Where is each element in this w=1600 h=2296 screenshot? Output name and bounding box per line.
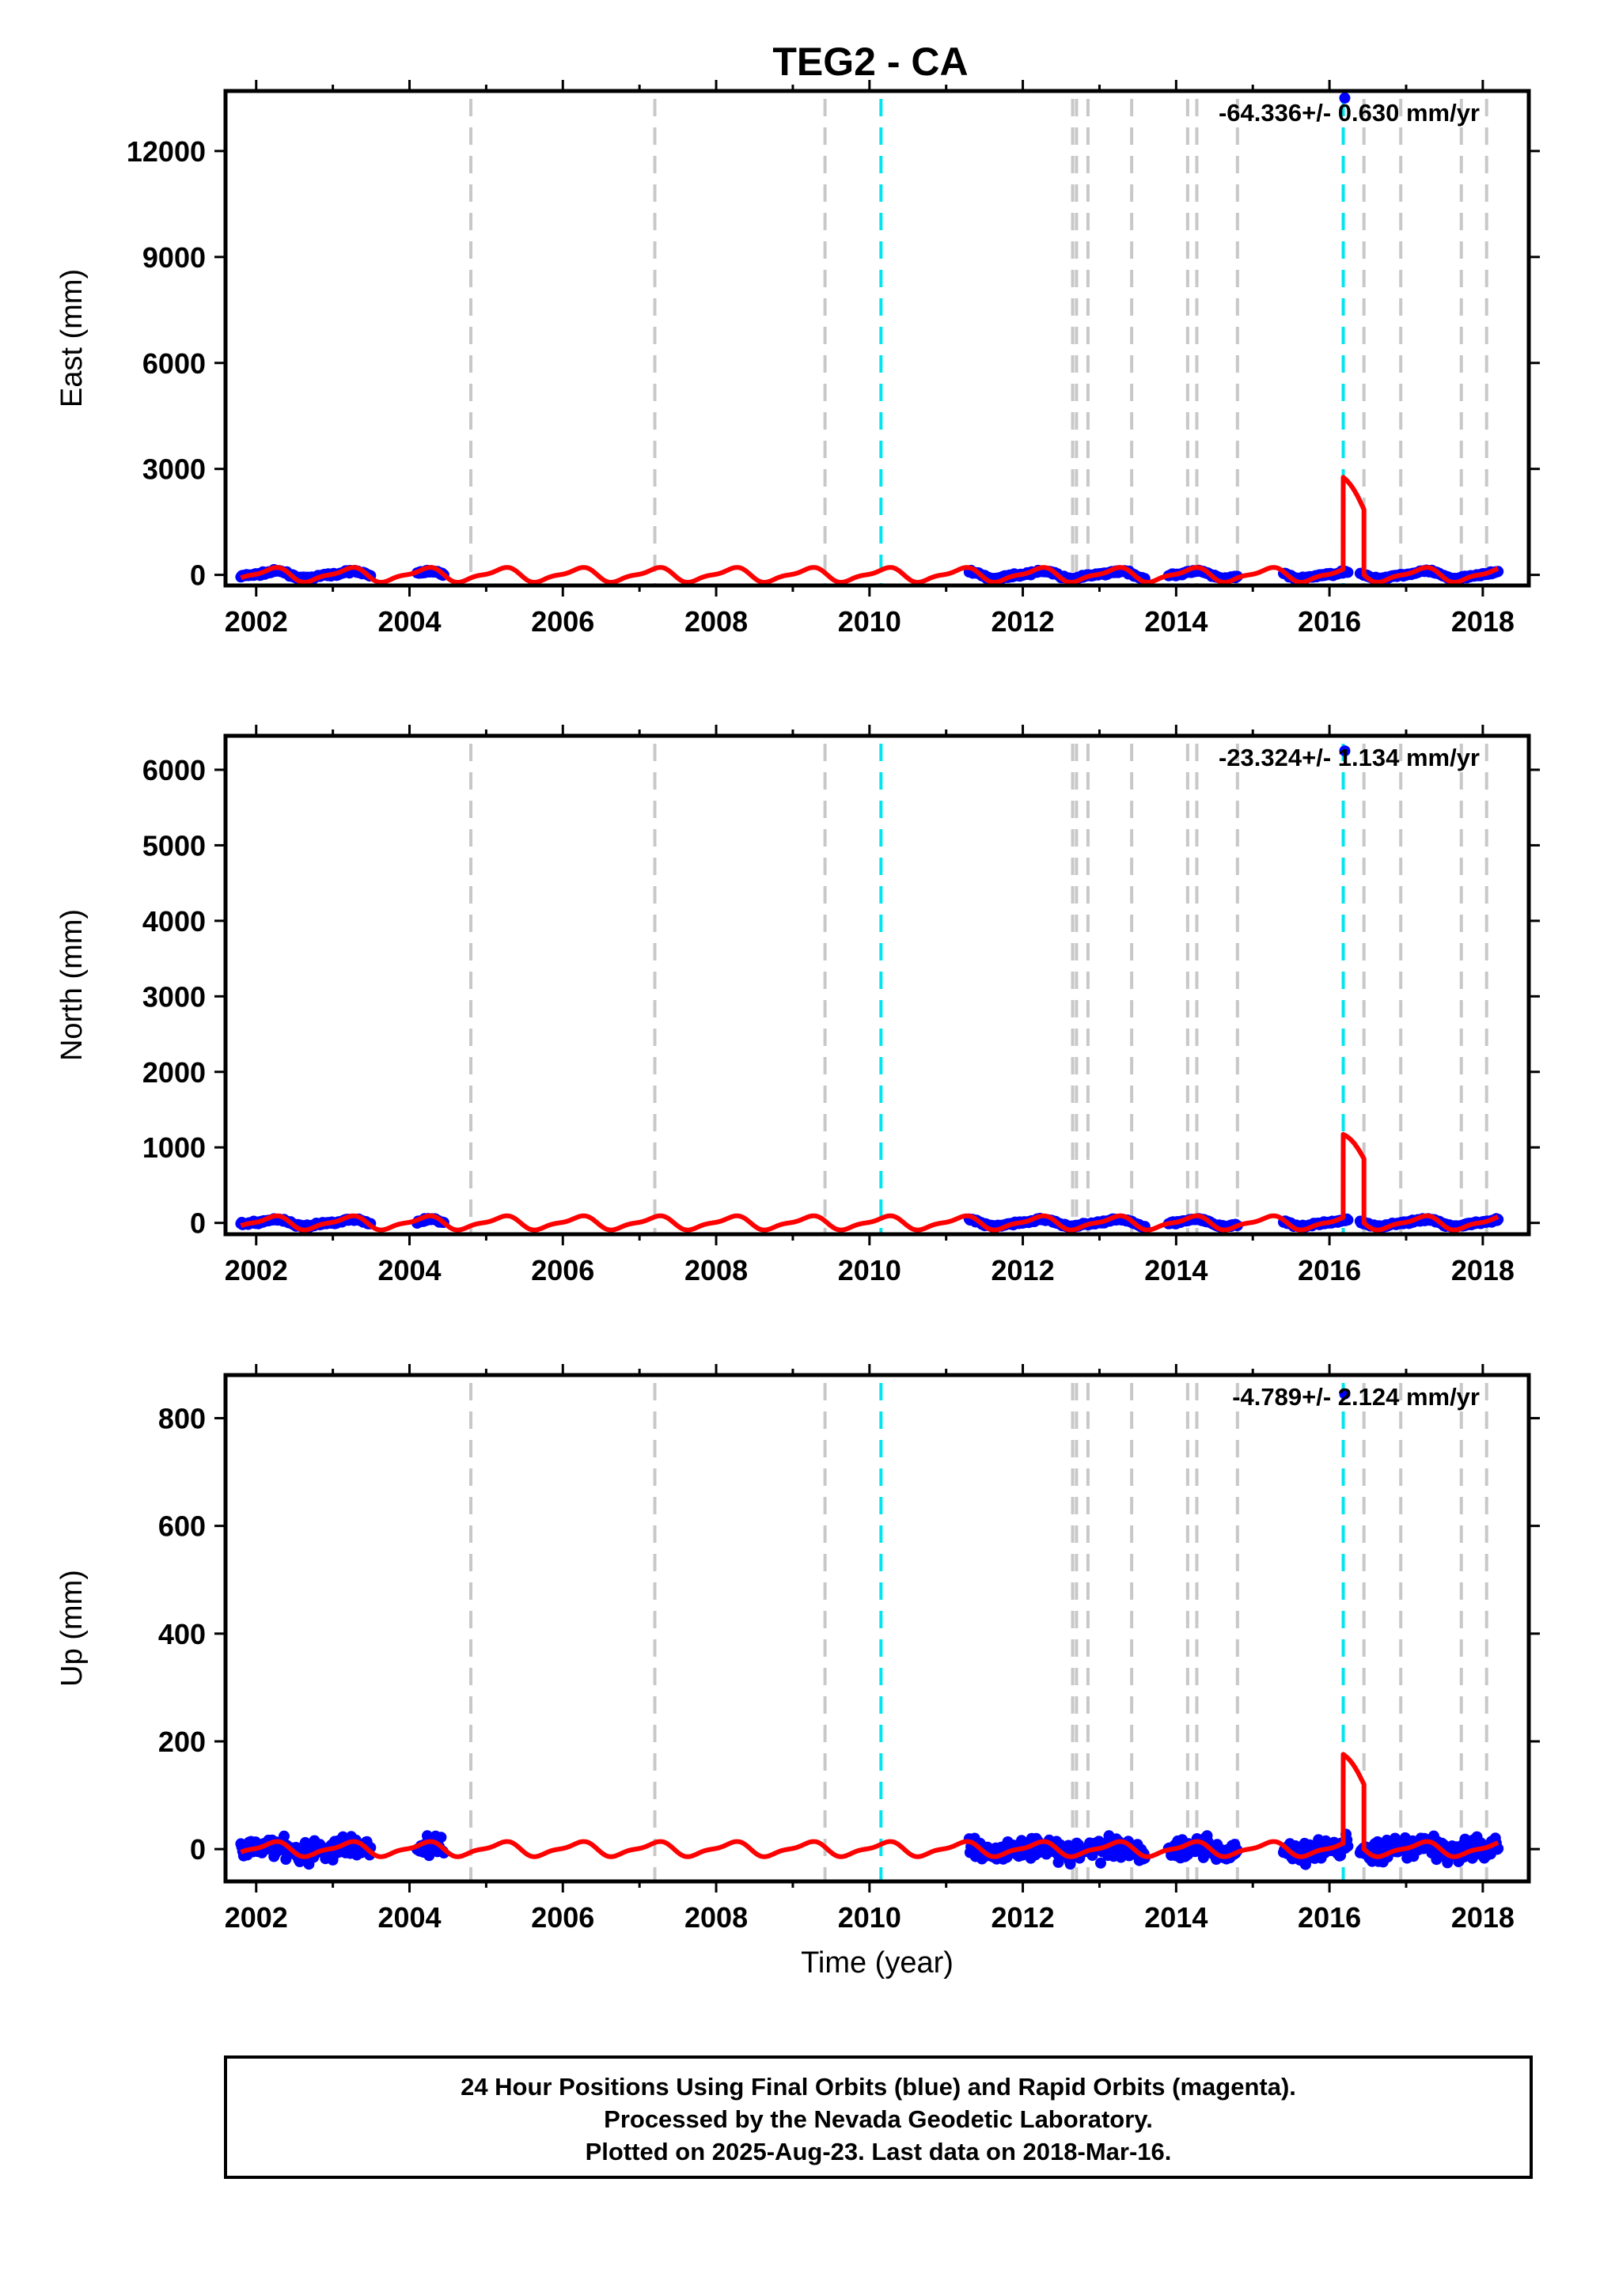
footer-box: 24 Hour Positions Using Final Orbits (bl… <box>224 2055 1533 2179</box>
x-tick-label: 2012 <box>991 605 1055 638</box>
plot-frame <box>223 1373 1531 1884</box>
panel-north: 2002 2004 2006 2008 2010 2012 2014 2016 2018 0 100… <box>55 725 1540 1286</box>
x-tick-label: 2008 <box>684 1901 748 1934</box>
y-tick-label: 1000 <box>142 1131 206 1164</box>
figure-title: TEG2 - CA <box>772 40 968 84</box>
x-tick-label: 2016 <box>1298 1254 1361 1286</box>
x-tick-label: 2014 <box>1144 1901 1208 1934</box>
y-tick-label: 5000 <box>142 829 206 862</box>
y-tick-label: 6000 <box>142 347 206 380</box>
y-tick-label: 3000 <box>142 980 206 1013</box>
y-tick-label: 4000 <box>142 905 206 938</box>
final-orbit-points <box>235 1388 1504 1870</box>
y-tick-label: 0 <box>190 1833 206 1866</box>
rate-label: -23.324+/- 1.134 mm/yr <box>1219 744 1480 771</box>
x-tick-label: 2010 <box>838 1254 901 1286</box>
y-tick-label: 600 <box>158 1510 206 1543</box>
footer-line-2: Processed by the Nevada Geodetic Laborat… <box>604 2105 1153 2133</box>
x-tick-label: 2006 <box>531 605 594 638</box>
y-tick-label: 2000 <box>142 1056 206 1089</box>
y-tick-label: 0 <box>190 1207 206 1240</box>
y-tick-label: 200 <box>158 1726 206 1758</box>
footer-line-1: 24 Hour Positions Using Final Orbits (bl… <box>461 2073 1296 2101</box>
model-curve <box>239 1131 1500 1233</box>
x-tick-label: 2010 <box>838 605 901 638</box>
y-tick-label: 9000 <box>142 241 206 274</box>
plot-area <box>235 744 1504 1234</box>
x-tick-label: 2002 <box>225 1901 288 1934</box>
y-axis-label: Up (mm) <box>55 1570 89 1687</box>
x-tick-label: 2018 <box>1451 1901 1515 1934</box>
plot-area <box>235 1383 1504 1881</box>
x-axis-label: Time (year) <box>801 1946 954 1980</box>
y-tick-label: 3000 <box>142 453 206 486</box>
x-tick-label: 2018 <box>1451 605 1515 638</box>
x-tick-label: 2002 <box>225 1254 288 1286</box>
x-tick-label: 2004 <box>377 605 441 638</box>
x-tick-label: 2004 <box>377 1901 441 1934</box>
x-tick-label: 2006 <box>531 1901 594 1934</box>
x-tick-label: 2008 <box>684 605 748 638</box>
final-orbit-points <box>235 745 1504 1233</box>
rate-label: -64.336+/- 0.630 mm/yr <box>1219 99 1480 127</box>
outlier-point <box>1339 92 1351 104</box>
x-tick-label: 2016 <box>1298 605 1361 638</box>
footer-line-3: Plotted on 2025-Aug-23. Last data on 201… <box>586 2138 1172 2165</box>
data-point <box>279 1830 290 1842</box>
x-tick-label: 2018 <box>1451 1254 1515 1286</box>
x-tick-label: 2004 <box>377 1254 441 1286</box>
y-tick-label: 800 <box>158 1402 206 1434</box>
x-tick-label: 2012 <box>991 1254 1055 1286</box>
x-tick-label: 2010 <box>838 1901 901 1934</box>
outlier-point <box>1339 745 1351 757</box>
y-tick-label: 12000 <box>127 135 206 168</box>
panel-up: 2002 2004 2006 2008 2010 2012 2014 2016 2018 0 200… <box>55 1364 1540 1980</box>
final-orbit-points <box>235 92 1504 585</box>
panel-east: 2002 2004 2006 2008 2010 2012 2014 2016 2018 0 300… <box>55 80 1540 638</box>
y-tick-label: 0 <box>190 559 206 592</box>
panels: 2002 2004 2006 2008 2010 2012 2014 2016 2018 0 300… <box>55 80 1540 1980</box>
data-point <box>1064 1858 1076 1870</box>
plot-frame <box>223 89 1531 588</box>
rate-label: -4.789+/- 2.124 mm/yr <box>1232 1383 1480 1411</box>
model-curve <box>239 475 1500 585</box>
x-tick-label: 2006 <box>531 1254 594 1286</box>
y-tick-label: 6000 <box>142 754 206 786</box>
x-tick-label: 2008 <box>684 1254 748 1286</box>
x-tick-label: 2014 <box>1144 605 1208 638</box>
plot-area <box>235 92 1504 585</box>
plot-frame <box>223 733 1531 1237</box>
x-tick-label: 2002 <box>225 605 288 638</box>
x-tick-label: 2012 <box>991 1901 1055 1934</box>
y-axis-label: East (mm) <box>55 269 89 407</box>
y-axis-label: North (mm) <box>55 909 89 1061</box>
data-point <box>435 1832 447 1843</box>
y-tick-label: 400 <box>158 1618 206 1650</box>
x-tick-label: 2016 <box>1298 1901 1361 1934</box>
x-tick-label: 2014 <box>1144 1254 1208 1286</box>
data-point <box>1095 1857 1106 1869</box>
